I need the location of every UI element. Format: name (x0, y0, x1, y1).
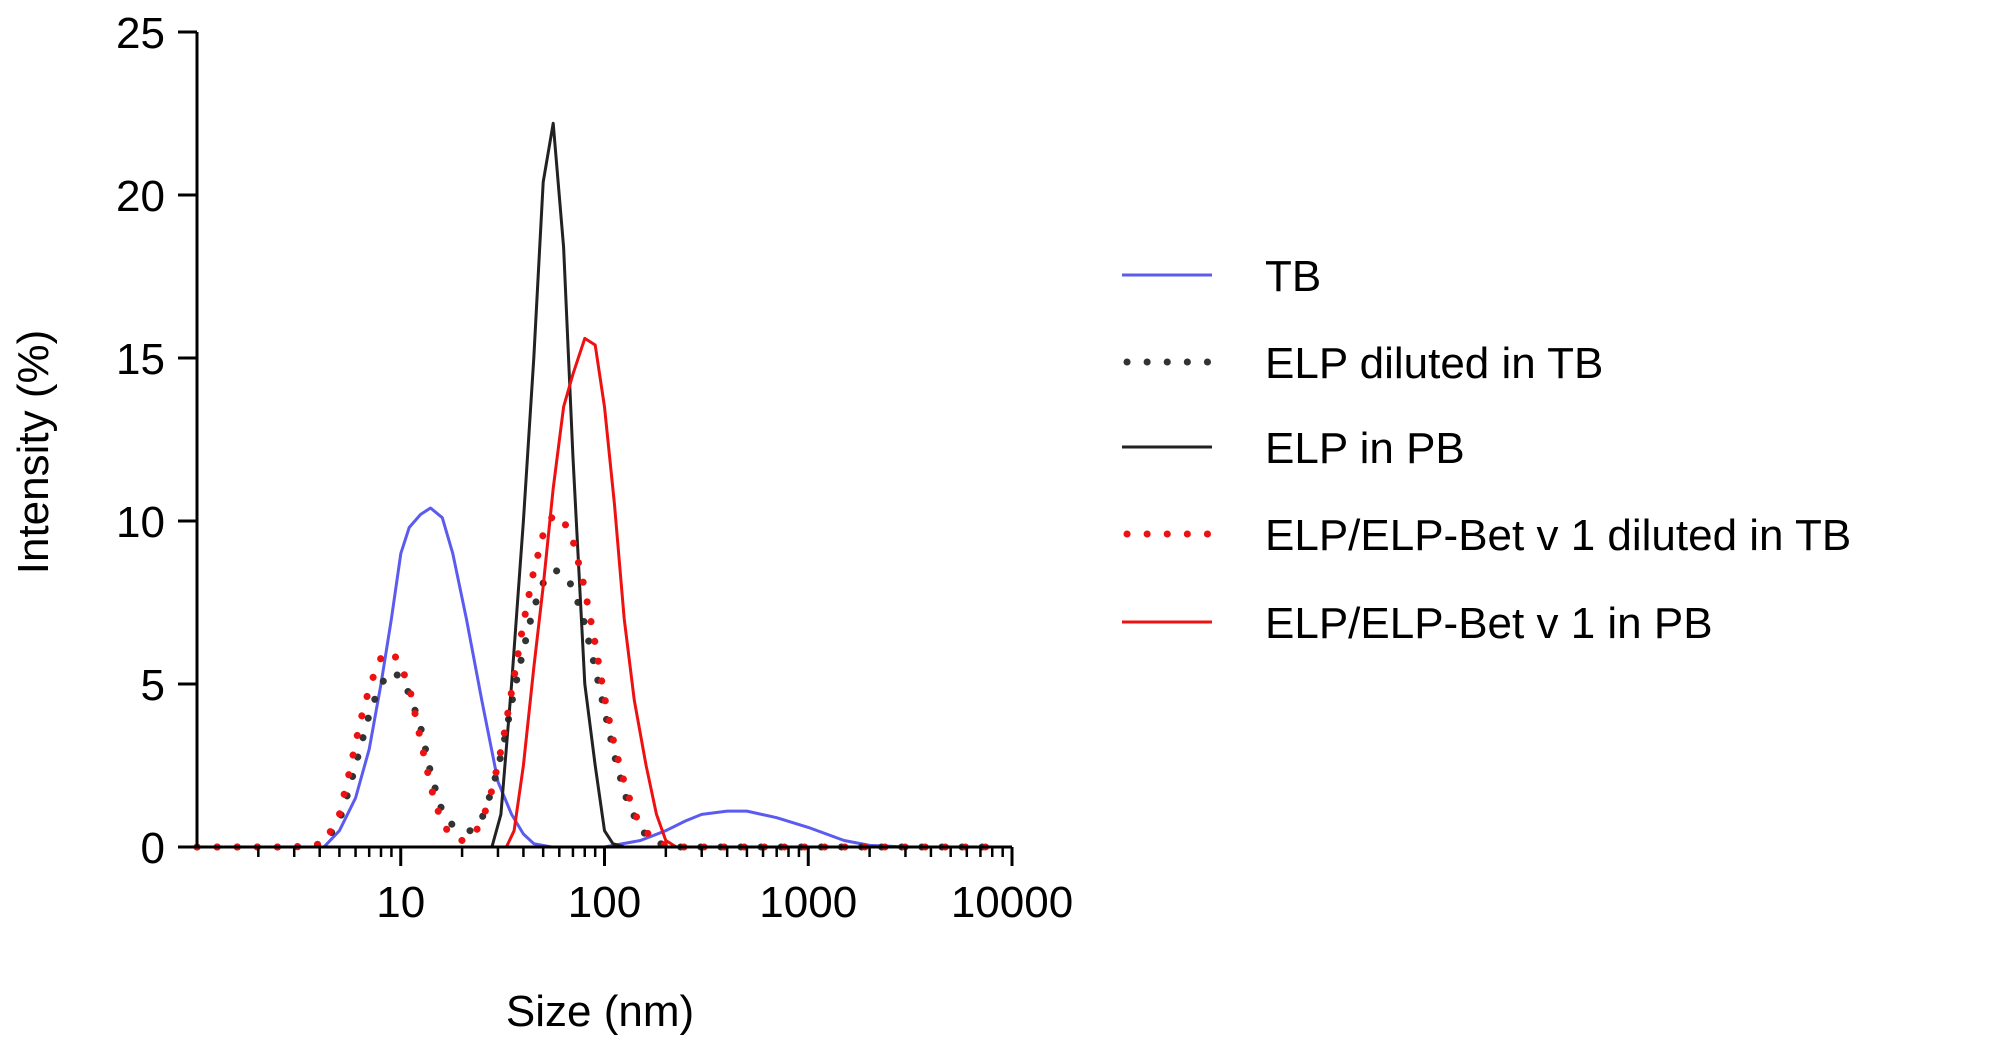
x-tick-label: 10 (376, 878, 425, 927)
y-tick-label: 0 (141, 824, 165, 873)
y-axis-title: Intensity (%) (9, 330, 58, 575)
x-tick-label: 100 (568, 878, 641, 927)
x-tick-label: 10000 (951, 878, 1073, 927)
y-tick-label: 25 (116, 9, 165, 58)
x-tick-label: 1000 (759, 878, 857, 927)
y-tick-label: 15 (116, 335, 165, 384)
axes: 10 100 1000 10000 0 5 10 15 20 25 (116, 9, 1073, 927)
series-line-4 (193, 511, 996, 851)
y-tick-label: 10 (116, 498, 165, 547)
series-line-1 (197, 506, 993, 849)
plot-area (193, 121, 996, 851)
series-line-2 (193, 566, 996, 851)
legend-label-4: ELP/ELP-Bet v 1 diluted in TB (1265, 511, 1851, 560)
legend-label-3: ELP in PB (1265, 424, 1465, 473)
y-tick-label: 20 (116, 172, 165, 221)
series-line-5 (197, 336, 993, 849)
legend: TB ELP diluted in TB ELP in PB ELP/ELP-Bet … (1122, 252, 1851, 648)
legend-label-5: ELP/ELP-Bet v 1 in PB (1265, 599, 1713, 648)
x-axis-title: Size (nm) (506, 987, 694, 1036)
series-line-3 (197, 121, 993, 849)
legend-label-1: TB (1265, 252, 1321, 301)
y-tick-label: 5 (141, 661, 165, 710)
legend-label-2: ELP diluted in TB (1265, 339, 1603, 388)
